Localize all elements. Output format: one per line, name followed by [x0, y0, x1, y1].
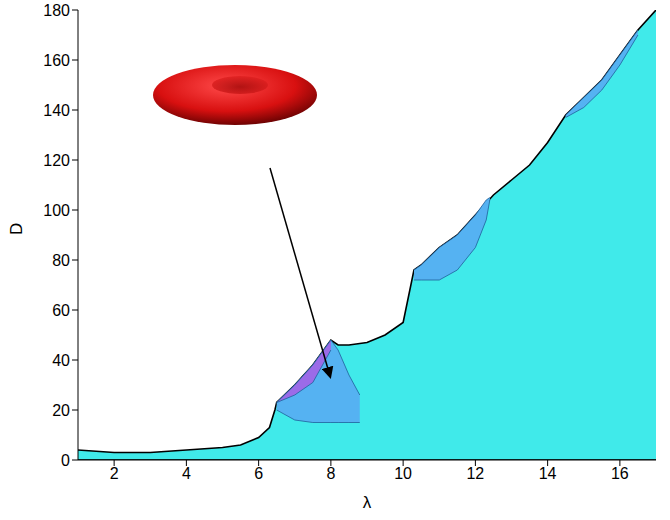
svg-text:10: 10 — [394, 465, 412, 482]
svg-text:160: 160 — [43, 52, 70, 69]
svg-text:40: 40 — [52, 352, 70, 369]
svg-text:8: 8 — [326, 465, 335, 482]
svg-text:140: 140 — [43, 102, 70, 119]
svg-text:4: 4 — [182, 465, 191, 482]
svg-text:14: 14 — [539, 465, 557, 482]
svg-text:16: 16 — [611, 465, 629, 482]
svg-text:λ: λ — [363, 493, 372, 512]
svg-text:D: D — [7, 223, 26, 235]
svg-text:100: 100 — [43, 202, 70, 219]
svg-text:120: 120 — [43, 152, 70, 169]
svg-text:0: 0 — [61, 452, 70, 469]
svg-text:60: 60 — [52, 302, 70, 319]
svg-text:6: 6 — [254, 465, 263, 482]
svg-text:20: 20 — [52, 402, 70, 419]
svg-text:180: 180 — [43, 2, 70, 19]
svg-text:2: 2 — [110, 465, 119, 482]
svg-text:80: 80 — [52, 252, 70, 269]
svg-text:12: 12 — [466, 465, 484, 482]
